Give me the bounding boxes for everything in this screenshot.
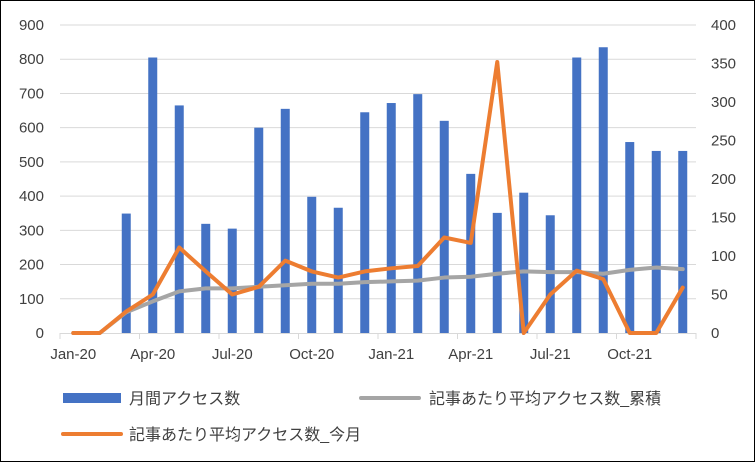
- bar-monthly-access: [678, 151, 687, 333]
- y-right-tick-label: 400: [711, 17, 736, 34]
- bar-monthly-access: [440, 121, 449, 333]
- bar-monthly-access: [228, 229, 237, 333]
- bar-monthly-access: [254, 128, 263, 333]
- y-right-tick-label: 150: [711, 210, 736, 227]
- bar-monthly-access: [360, 112, 369, 333]
- bar-monthly-access: [281, 109, 290, 333]
- y-right-tick-label: 100: [711, 248, 736, 265]
- line-monthly-avg: [73, 62, 683, 333]
- y-right-tick-label: 0: [711, 325, 719, 342]
- bar-monthly-access: [334, 208, 343, 333]
- y-left-tick-label: 400: [19, 188, 44, 205]
- y-left-tick-label: 600: [19, 120, 44, 137]
- y-left-tick-label: 0: [36, 325, 44, 342]
- y-right-tick-label: 50: [711, 287, 728, 304]
- x-tick-label: Jul-21: [530, 346, 571, 363]
- legend-label-monthly-avg: 記事あたり平均アクセス数_今月: [129, 426, 361, 444]
- y-left-tick-label: 800: [19, 51, 44, 68]
- legend-label-monthly-access: 月間アクセス数: [129, 390, 240, 408]
- bar-monthly-access: [175, 105, 184, 333]
- y-left-tick-label: 200: [19, 257, 44, 274]
- x-tick-label: Apr-20: [130, 346, 175, 363]
- bar-monthly-access: [413, 94, 422, 333]
- y-left-tick-label: 900: [19, 17, 44, 34]
- bar-monthly-access: [466, 174, 475, 333]
- x-tick-label: Jan-20: [50, 346, 96, 363]
- x-tick-label: Jul-20: [212, 346, 253, 363]
- x-tick-label: Oct-20: [289, 346, 334, 363]
- y-right-tick-label: 300: [711, 94, 736, 111]
- bar-monthly-access: [652, 151, 661, 333]
- y-left-tick-label: 100: [19, 291, 44, 308]
- x-tick-label: Jan-21: [368, 346, 414, 363]
- y-left-tick-label: 500: [19, 154, 44, 171]
- x-tick-label: Apr-21: [448, 346, 493, 363]
- bar-monthly-access: [387, 103, 396, 333]
- y-left-tick-label: 300: [19, 222, 44, 239]
- y-left-tick-label: 700: [19, 85, 44, 102]
- bar-monthly-access: [572, 58, 581, 333]
- x-tick-label: Oct-21: [607, 346, 652, 363]
- bar-monthly-access: [307, 197, 316, 333]
- y-right-tick-label: 250: [711, 133, 736, 150]
- bar-monthly-access: [201, 224, 210, 333]
- legend-swatch-monthly-access: [63, 393, 121, 403]
- bar-monthly-access: [599, 47, 608, 333]
- y-right-tick-label: 350: [711, 56, 736, 73]
- y-right-tick-label: 200: [711, 171, 736, 188]
- bar-monthly-access: [625, 142, 634, 333]
- legend-label-cumulative: 記事あたり平均アクセス数_累積: [429, 390, 661, 408]
